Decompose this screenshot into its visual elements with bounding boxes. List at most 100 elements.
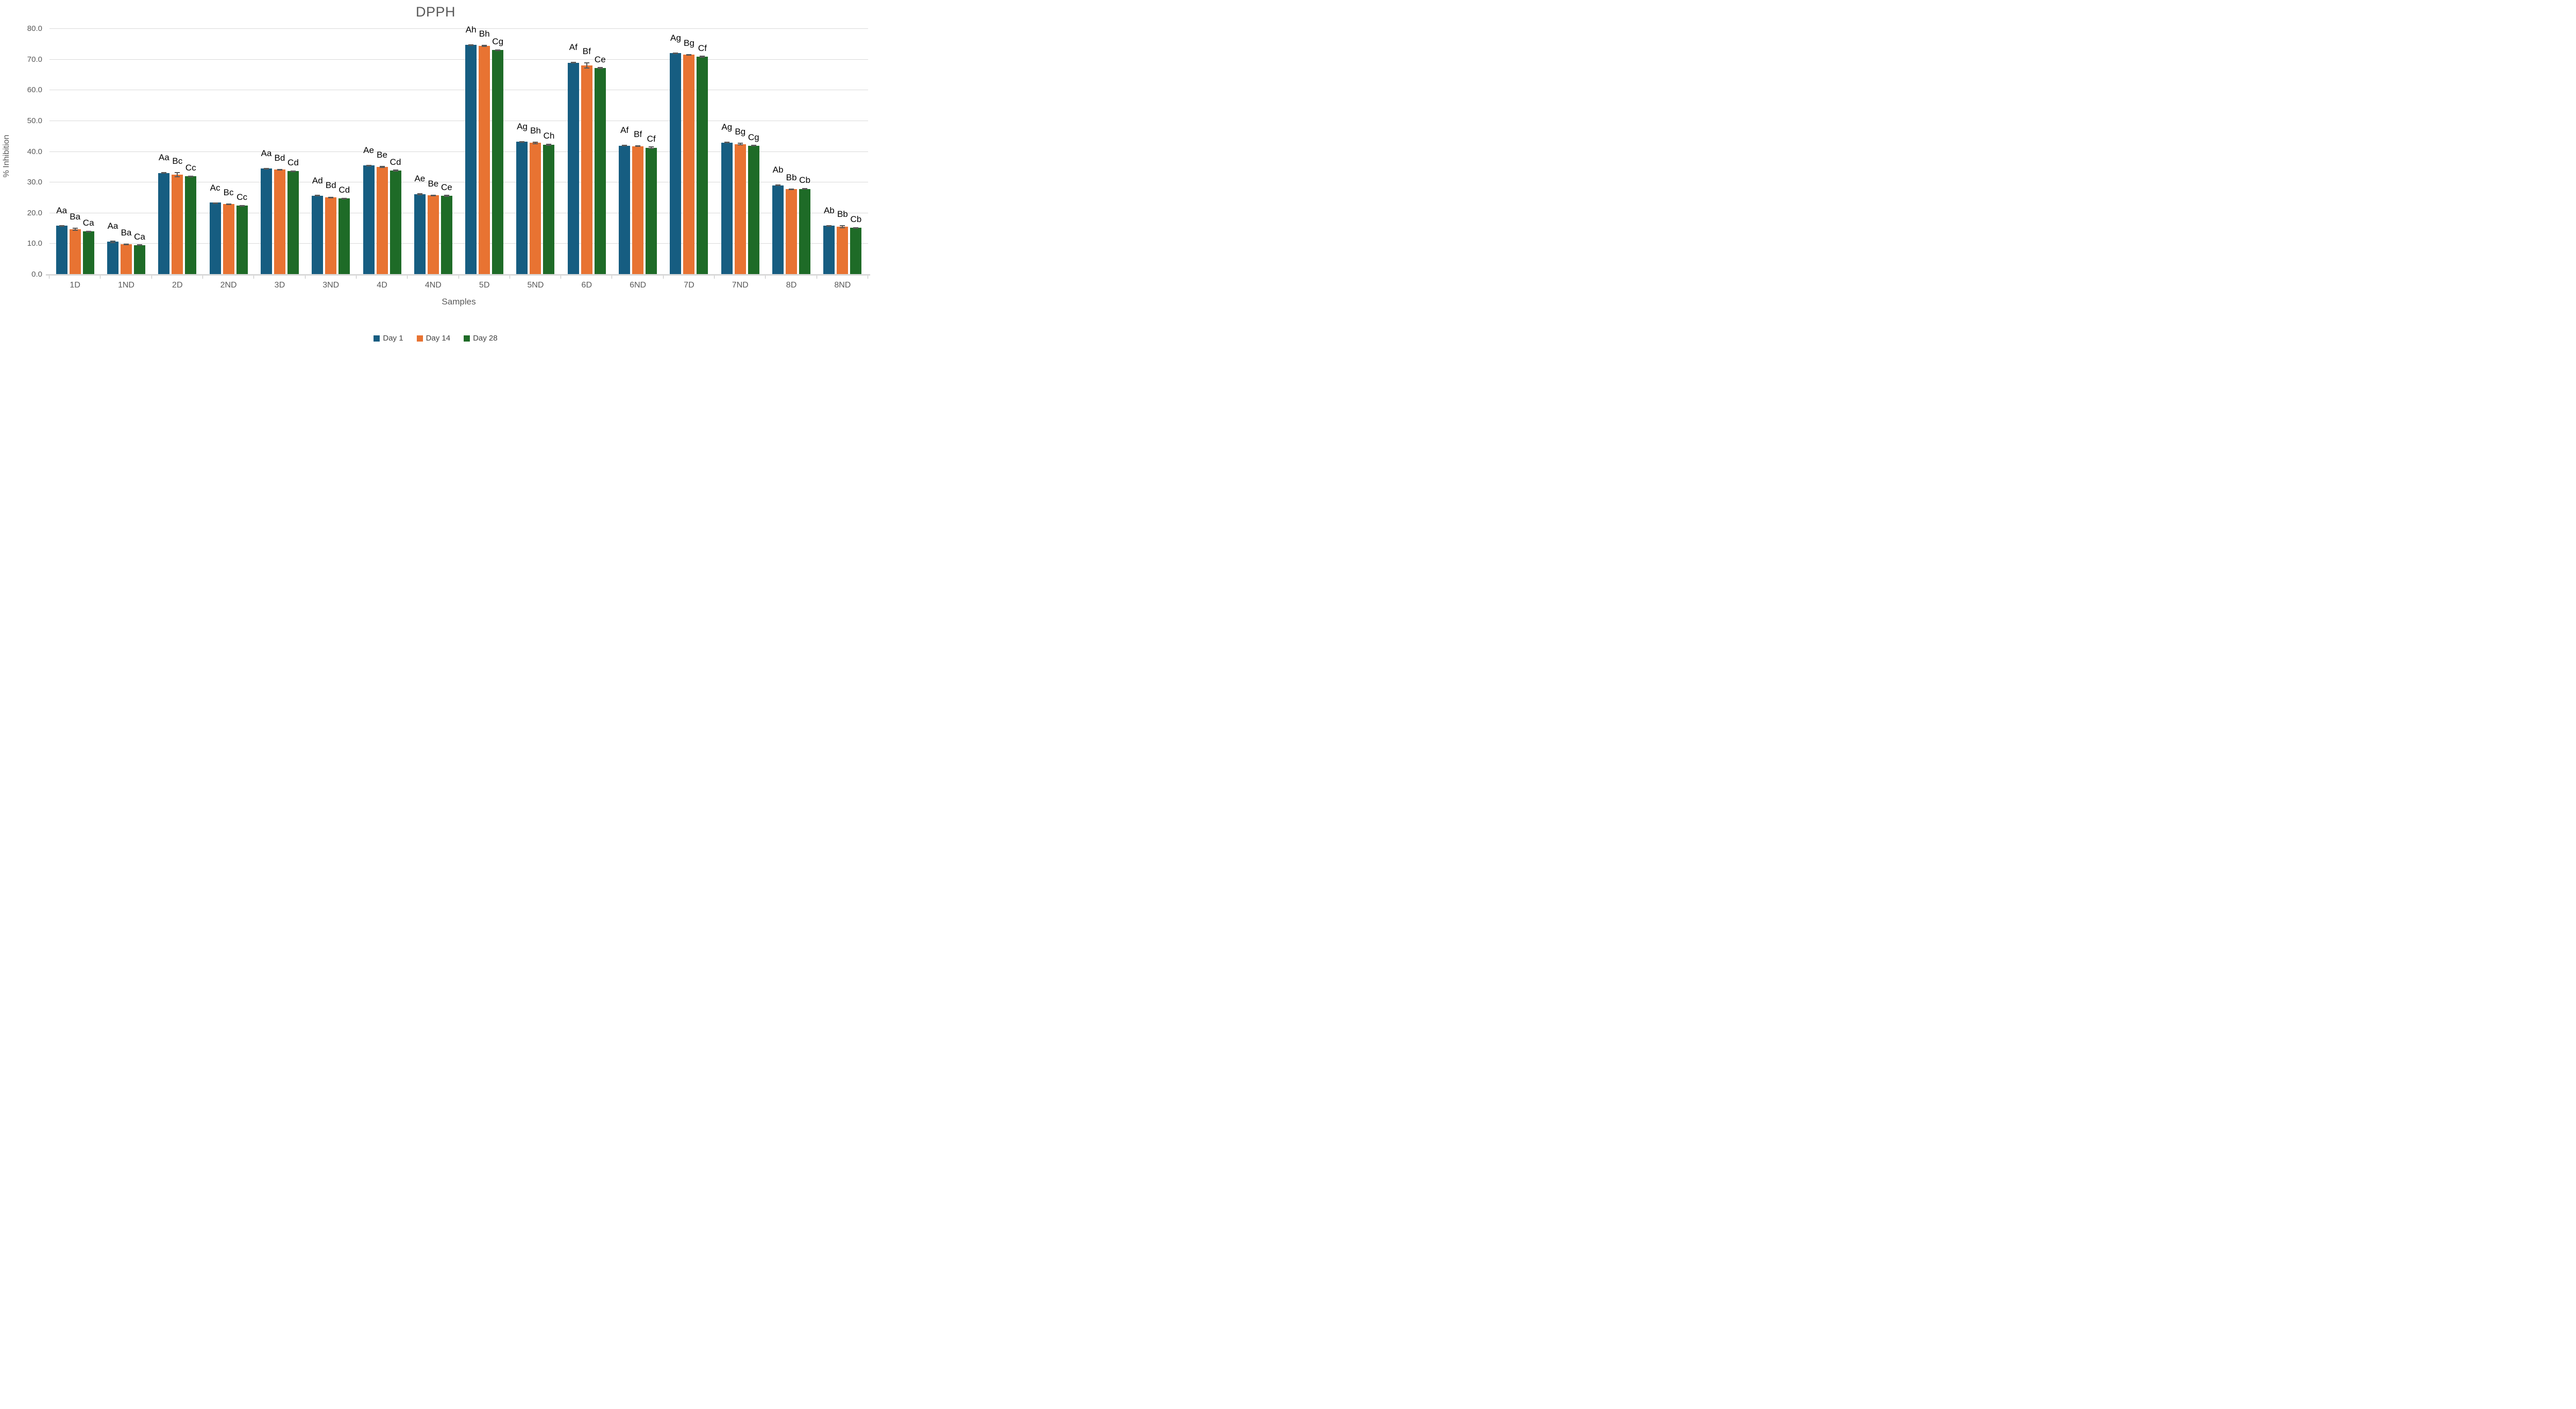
bar-label: Ag [670, 33, 681, 43]
error-bar [584, 62, 589, 69]
bar-group: Aa Bc Cc [152, 29, 203, 275]
bar-label: Cd [287, 158, 299, 168]
error-bar-cap [123, 244, 129, 245]
error-bar-cap [570, 62, 576, 64]
y-tick-label: 60.0 [27, 86, 42, 95]
bar-label: Bg [735, 127, 746, 137]
legend-item: Day 1 [374, 334, 403, 343]
error-bar [161, 172, 167, 174]
chart-container: DPPH % Inhibition 0.0 10.0 20.0 30.0 40.0 50.… [0, 0, 871, 352]
error-bar-stem [381, 166, 383, 168]
bar-label: Bb [837, 209, 848, 219]
bar-label: Cc [185, 163, 196, 173]
bar-label: Bg [684, 38, 694, 48]
bar-day1: Ag [516, 122, 528, 275]
error-bar [137, 244, 142, 246]
x-tick-label: 6ND [630, 281, 647, 290]
x-tick-label: 1ND [117, 281, 134, 290]
bar-group: Ag Bh Ch [510, 29, 561, 275]
error-bar [482, 45, 487, 47]
legend-swatch [416, 335, 423, 342]
bar-label: Be [428, 178, 439, 189]
bar-day1: Ae [414, 174, 426, 275]
error-bar [290, 170, 296, 172]
error-bar-cap [468, 44, 474, 46]
error-bar-cap [751, 145, 756, 147]
bar-group: Ac Bc Cc [203, 29, 254, 275]
bar-label: Aa [107, 221, 118, 231]
bar-group: Ah Bh Cg [459, 25, 510, 275]
error-bar-stem [739, 143, 741, 145]
axis-tick [304, 276, 306, 279]
error-bar-cap [495, 49, 501, 51]
error-bar [673, 52, 679, 54]
axis-tick [663, 276, 664, 279]
error-bar [597, 67, 603, 70]
bar-label: Ag [721, 122, 733, 132]
bar-group: Ag Bg Cg [715, 29, 766, 275]
bar-label: Bb [786, 172, 797, 182]
error-bar [789, 188, 794, 190]
bar-day14: Bd [325, 181, 337, 275]
bar-label: Ce [594, 54, 606, 64]
bar-label: Be [377, 150, 387, 160]
error-bar [417, 193, 422, 195]
bar-label: Aa [261, 148, 272, 159]
bar-label: Bf [582, 46, 591, 56]
error-bar-cap [724, 142, 730, 144]
bar-label: Ae [363, 145, 374, 156]
error-bar [175, 172, 180, 177]
bar-day1: Aa [158, 153, 170, 275]
gridline [49, 28, 868, 29]
y-tick-label: 80.0 [27, 24, 42, 33]
error-bar [444, 195, 449, 197]
bar-day28: Cd [287, 158, 299, 275]
bar-day28: Cd [389, 158, 401, 275]
x-tick-label: 4ND [425, 281, 442, 290]
error-bar-cap [175, 176, 180, 177]
bar-label: Ab [823, 206, 835, 216]
bar-day28: Cg [492, 37, 504, 275]
y-tick-label: 50.0 [27, 116, 42, 125]
bar-day1: Ab [823, 206, 835, 275]
error-bar [635, 145, 641, 147]
error-bar-cap [137, 245, 142, 246]
legend-item: Day 14 [416, 334, 450, 343]
bar-day28: Ch [543, 131, 555, 275]
bar-label: Bd [325, 180, 336, 191]
error-bar [570, 62, 576, 64]
bar-day14: Bf [581, 47, 592, 275]
error-bar-cap [212, 202, 218, 204]
error-bar [123, 243, 129, 245]
bar-day28: Cb [850, 215, 862, 275]
bar-day14: Bd [274, 154, 285, 275]
bar-day14: Ba [69, 212, 81, 275]
bar-label: Ca [134, 231, 145, 242]
error-bar [72, 227, 78, 231]
bar-label: Ba [70, 211, 81, 222]
error-bar [188, 176, 194, 178]
y-tick-label: 40.0 [27, 147, 42, 156]
bar-day14: Bh [479, 29, 490, 275]
bar-day1: Ad [312, 176, 324, 275]
legend-item: Day 28 [464, 334, 498, 343]
x-tick-label: 8D [786, 281, 797, 290]
bar-day28: Ce [440, 183, 452, 275]
bar-group: Aa Ba Ca [100, 29, 151, 275]
x-tick-label: 3D [274, 281, 285, 290]
gridline [49, 59, 868, 60]
bar-day14: Bh [530, 126, 541, 275]
bar-group: Ae Be Ce [408, 29, 459, 275]
error-bar-stem [74, 227, 76, 231]
bar-day14: Bb [786, 173, 798, 275]
bar-day1: Ae [363, 146, 375, 275]
error-bar-stem [112, 240, 113, 243]
bar-day28: Cf [697, 44, 708, 275]
error-bar [751, 145, 756, 147]
bar-group: Aa Bd Cd [254, 29, 305, 275]
error-bar [622, 144, 628, 147]
bar-day1: Ac [209, 183, 221, 275]
error-bar-stem [535, 141, 536, 144]
bar-day28: Cf [646, 134, 657, 275]
bar-group: Af Bf Ce [561, 29, 612, 275]
